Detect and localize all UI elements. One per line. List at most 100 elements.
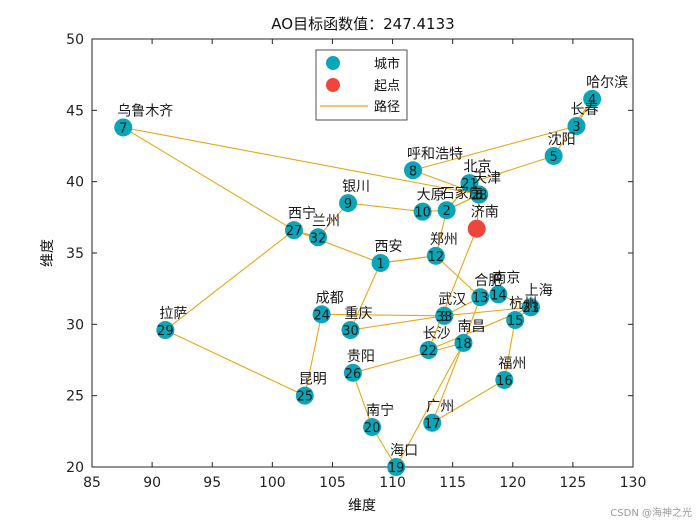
route-segment [164, 229, 295, 331]
city-point [413, 202, 432, 221]
city-index-label: 3 [572, 120, 580, 135]
city-point [521, 298, 540, 317]
city-index-label: 12 [428, 250, 445, 265]
city-index-label: 3 [440, 310, 448, 325]
city-index-label: 1 [376, 257, 384, 272]
city-point [114, 118, 133, 137]
city-index-label: 22 [420, 344, 437, 359]
y-tick-label: 50 [66, 32, 84, 48]
x-tick-label: 100 [259, 475, 286, 491]
city-point [284, 221, 303, 240]
city-point [341, 321, 360, 340]
route-segment [122, 126, 295, 231]
city-index-label: 15 [507, 314, 524, 329]
city-point [489, 285, 508, 304]
x-tick-label: 85 [83, 475, 101, 491]
city-index-label: 10 [414, 206, 431, 221]
x-tick-label: 130 [620, 475, 647, 491]
city-point [343, 363, 362, 382]
city-name-label: 杭州 [509, 296, 537, 312]
x-axis-label: 维度 [348, 498, 376, 514]
city-point [544, 146, 563, 165]
city-name-label: 贵阳 [347, 349, 375, 365]
legend-city-marker [326, 56, 340, 70]
city-name-label: 西宁 [288, 205, 316, 222]
route-segment [352, 342, 464, 374]
city-point [309, 228, 328, 247]
route-segment [123, 126, 480, 196]
city-index-label: 23 [523, 301, 540, 316]
city-index-label: 19 [388, 461, 405, 476]
city-index-label: 24 [313, 308, 330, 323]
city-index-label: 27 [286, 224, 303, 239]
city-point [471, 288, 490, 307]
city-name-label: 石家庄 [441, 185, 483, 202]
city-name-label: 哈尔滨 [586, 75, 628, 91]
route-segment [412, 125, 577, 171]
city-point [454, 333, 473, 352]
city-name-label: 兰州 [312, 213, 340, 229]
x-tick-label: 95 [203, 475, 221, 491]
city-index-label: 13 [472, 291, 489, 306]
city-index-label: 6 [475, 189, 483, 204]
route-segment [431, 379, 505, 424]
tick-layer: 85 90 95 100 105 110 115 120 125 1302025303540455… [66, 32, 646, 491]
city-name-label: 南京 [492, 270, 520, 286]
x-tick-label: 105 [319, 475, 346, 491]
city-name-label: 南昌 [457, 319, 485, 335]
city-name-label: 海口 [390, 443, 418, 459]
y-tick-label: 25 [66, 389, 84, 405]
city-point [423, 413, 442, 432]
city-index-label: 20 [364, 421, 381, 436]
x-tick-label: 90 [143, 475, 161, 491]
city-point [363, 418, 382, 437]
x-tick-label: 120 [499, 475, 526, 491]
city-name-label: 南宁 [366, 402, 394, 419]
city-name-label: 上海 [525, 283, 553, 299]
city-name-label: 重庆 [344, 306, 372, 322]
start-point [467, 219, 486, 238]
city-point [419, 341, 438, 360]
legend-path-label: 路径 [374, 99, 400, 115]
city-index-label: 9 [344, 197, 352, 212]
city-index-label: 26 [345, 367, 362, 382]
watermark: CSDN @海神之光 [610, 508, 692, 519]
city-point [387, 458, 406, 476]
city-point [435, 306, 454, 325]
city-name-label: 银川 [342, 179, 370, 195]
city-name-label: 长春 [570, 102, 598, 118]
route-segment [349, 262, 382, 331]
route-segment [503, 319, 516, 381]
route-segment [428, 228, 478, 351]
city-point [426, 246, 445, 265]
city-name-label: 北京 [463, 159, 491, 175]
city-name-label: 拉萨 [159, 306, 187, 322]
city-index-label: 31 [523, 301, 540, 316]
y-tick-label: 45 [66, 103, 84, 119]
city-index-label: 18 [455, 337, 472, 352]
city-point [371, 253, 390, 272]
city-name-label: 成都 [316, 290, 344, 306]
route-segment [293, 229, 381, 264]
route-segment [395, 342, 464, 468]
city-name-label: 昆明 [299, 372, 327, 388]
city-index-label: 16 [496, 374, 513, 389]
route-segment [444, 306, 531, 317]
route-segment [380, 255, 436, 264]
city-index-label: 7 [119, 121, 127, 136]
city-point [403, 161, 422, 180]
city-point [495, 370, 514, 389]
route-segment [352, 372, 373, 428]
city-point [470, 185, 489, 204]
x-tick-label: 125 [560, 475, 587, 491]
city-point [312, 305, 331, 324]
legend: 城市 起点 路径 [315, 49, 408, 121]
city-index-label: 30 [342, 324, 359, 339]
city-index-label: 8 [409, 164, 417, 179]
x-tick-label: 110 [379, 475, 406, 491]
city-index-label: 2 [443, 204, 451, 219]
legend-start-marker [326, 78, 340, 92]
city-index-label: 33 [436, 310, 453, 325]
city-point [437, 201, 456, 220]
route-segment [348, 202, 423, 213]
